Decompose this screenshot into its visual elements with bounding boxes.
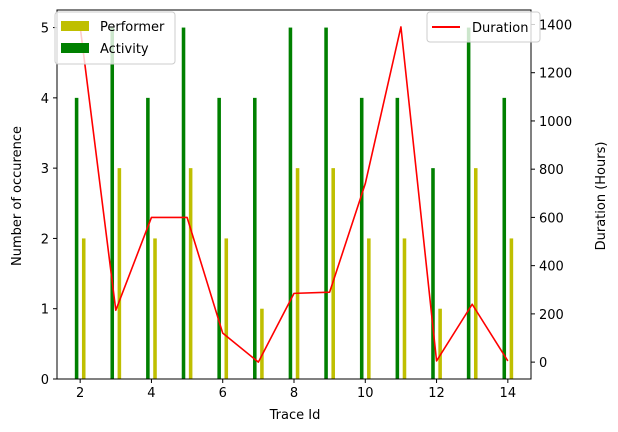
legend-swatch-activity [61,43,89,53]
bar-performer-11 [402,238,407,379]
bars-layer [74,27,514,380]
bar-activity-11 [395,97,400,380]
y-left-tick-label-3: 3 [41,162,49,177]
legend-label-performer: Performer [100,20,165,35]
y-axis-left-label: Number of occurence [10,126,25,266]
bar-activity-10 [359,97,364,380]
bar-activity-5 [181,27,186,379]
y-right-tick-label-200: 200 [539,308,564,323]
y-right-tick-label-1200: 1200 [539,67,572,82]
legend-left: Performer Activity [54,11,176,65]
y-right-tick-label-600: 600 [539,211,564,226]
y-left-tick-label-5: 5 [41,22,49,37]
y-left-tick-label-0: 0 [41,373,49,388]
y-axis-right-label: Duration (Hours) [594,142,609,251]
bar-activity-8 [288,27,293,379]
legend-right-frame [426,11,541,43]
bar-performer-4 [153,238,157,379]
y-left-tick-label-1: 1 [41,303,49,318]
bar-activity-7 [253,97,257,380]
bar-activity-3 [110,27,115,379]
bar-activity-2 [74,97,79,380]
ticks-layer: 2 4 6 8 10 12 14012345020040060080010001200140… [41,18,572,401]
bar-performer-13 [473,168,478,379]
bar-performer-7 [260,308,264,379]
line-duration [79,26,509,363]
x-tick-label-10: 10 [357,386,374,401]
y-right-tick-label-800: 800 [539,163,564,178]
x-tick-label-12: 12 [428,386,445,401]
bar-performer-8 [295,168,300,379]
y-right-tick-label-400: 400 [539,260,564,275]
bar-performer-5 [188,168,193,379]
x-tick-label-8: 8 [290,386,298,401]
bar-performer-9 [331,168,335,379]
bar-performer-3 [117,168,122,379]
x-tick-label-14: 14 [500,386,517,401]
y-left-tick-label-2: 2 [41,232,49,247]
bar-activity-9 [324,27,328,379]
legend-label-activity: Activity [100,42,149,57]
x-tick-label-4: 4 [147,386,155,401]
x-tick-label-6: 6 [219,386,227,401]
y-right-tick-label-0: 0 [539,356,547,371]
x-tick-label-2: 2 [76,386,84,401]
bar-activity-4 [146,97,150,380]
legend-label-duration: Duration [472,21,528,36]
y-right-tick-label-1400: 1400 [539,18,572,33]
bar-activity-14 [502,97,507,380]
bar-performer-12 [438,308,442,379]
bar-activity-6 [217,97,221,380]
bar-activity-12 [431,168,435,379]
bar-performer-14 [509,238,514,379]
y-right-tick-label-1000: 1000 [539,115,572,130]
bar-activity-13 [466,27,471,379]
legend-swatch-performer [61,21,89,31]
y-left-tick-label-4: 4 [41,92,49,107]
x-axis-label: Trace Id [269,408,321,423]
bar-performer-2 [81,238,86,379]
legend-right: Duration [426,11,541,43]
bar-performer-10 [367,238,371,379]
line-layer [79,26,509,363]
bar-performer-6 [224,238,229,379]
